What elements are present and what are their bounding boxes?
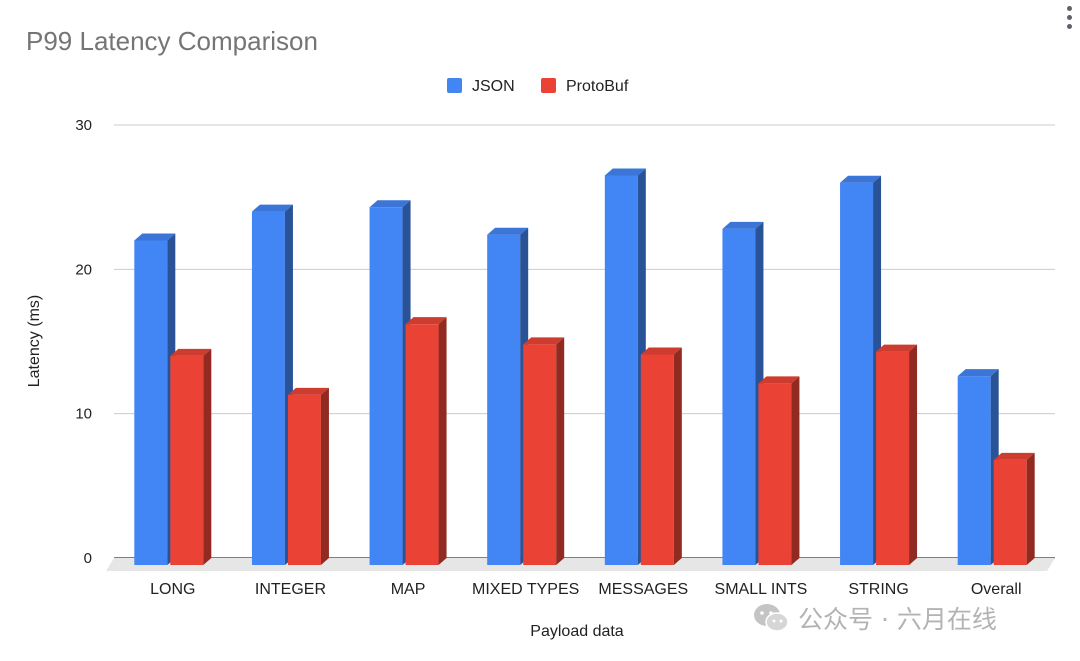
y-tick-label: 20 <box>75 261 92 278</box>
bar-side <box>791 376 800 565</box>
bar-protobuf <box>287 387 329 565</box>
bar-side <box>320 387 329 565</box>
legend-item-json: JSON <box>447 78 515 95</box>
bar-front <box>134 240 168 565</box>
bar-front <box>993 459 1027 565</box>
bar-top <box>134 233 176 241</box>
bar-json <box>487 227 529 565</box>
chart-floor-plane <box>106 558 1055 571</box>
legend-swatch <box>447 78 462 93</box>
y-tick-label: 10 <box>75 406 92 423</box>
x-tick-label: MAP <box>391 581 426 598</box>
bar-top <box>722 221 764 229</box>
bar-side <box>438 317 447 565</box>
bar-front <box>170 355 204 565</box>
watermark: 公众号 · 六月在线 <box>752 600 997 636</box>
x-tick-label: INTEGER <box>255 581 326 598</box>
bar-side <box>1026 452 1035 565</box>
x-tick-label: SMALL INTS <box>715 581 808 598</box>
bar-top <box>369 200 411 208</box>
bar-front <box>287 394 321 565</box>
bar-front <box>722 228 756 566</box>
legend-item-protobuf: ProtoBuf <box>541 78 629 95</box>
bars <box>134 168 1035 566</box>
x-tick-label: MESSAGES <box>598 581 688 598</box>
x-tick-label: MIXED TYPES <box>472 581 579 598</box>
bar-top <box>604 168 646 176</box>
bar-front <box>405 324 439 565</box>
bar-json <box>251 204 293 565</box>
bar-side <box>909 344 918 565</box>
bar-protobuf <box>876 344 918 565</box>
bar-json <box>369 200 411 565</box>
bar-json <box>840 175 882 565</box>
x-axis-title: Payload data <box>530 623 624 640</box>
legend-swatch <box>541 78 556 93</box>
legend-label: JSON <box>472 78 515 95</box>
bar-protobuf <box>170 348 212 565</box>
bar-top <box>487 227 529 235</box>
y-tick-label: 0 <box>84 550 92 567</box>
bar-front <box>369 207 403 565</box>
bar-json <box>957 369 999 565</box>
x-tick-labels: LONG INTEGER MAP MIXED TYPES MESSAGES SMALL I… <box>150 581 1021 598</box>
y-tick-labels: 0 10 20 30 <box>75 117 92 567</box>
bar-top <box>993 452 1035 460</box>
bar-top <box>840 175 882 183</box>
more-options-icon[interactable] <box>1062 6 1076 36</box>
chart-title: P99 Latency Comparison <box>26 26 318 56</box>
bar-protobuf <box>993 452 1035 565</box>
bar-top <box>523 337 565 345</box>
bar-front <box>840 182 874 565</box>
bar-top <box>287 387 329 395</box>
bar-protobuf <box>758 376 800 565</box>
x-tick-label: LONG <box>150 581 195 598</box>
bar-protobuf <box>405 317 447 565</box>
bar-front <box>604 175 638 565</box>
bar-top <box>758 376 800 384</box>
bar-side <box>673 347 682 565</box>
bar-top <box>251 204 293 212</box>
x-tick-label: STRING <box>848 581 908 598</box>
bar-front <box>487 234 521 565</box>
bar-top <box>876 344 918 352</box>
legend-label: ProtoBuf <box>566 78 629 95</box>
bar-front <box>957 376 991 565</box>
bar-front <box>758 383 792 565</box>
bar-top <box>957 369 999 377</box>
bar-json <box>722 221 764 566</box>
bar-front <box>251 211 285 565</box>
bar-top <box>405 317 447 325</box>
bar-json <box>134 233 176 565</box>
watermark-text: 公众号 · 六月在线 <box>798 605 997 634</box>
bar-front <box>640 354 674 565</box>
legend: JSON ProtoBuf <box>447 78 629 95</box>
bar-top <box>170 348 212 356</box>
bar-side <box>556 337 565 565</box>
y-axis-title: Latency (ms) <box>26 295 43 387</box>
wechat-icon <box>754 604 789 632</box>
y-tick-label: 30 <box>75 117 92 134</box>
bar-protobuf <box>523 337 565 565</box>
bar-json <box>604 168 646 565</box>
bar-front <box>523 344 557 565</box>
bar-front <box>876 351 910 565</box>
x-tick-label: Overall <box>971 581 1022 598</box>
chart-floor <box>106 558 1055 571</box>
bar-side <box>203 348 212 565</box>
bar-protobuf <box>640 347 682 565</box>
bar-top <box>640 347 682 355</box>
